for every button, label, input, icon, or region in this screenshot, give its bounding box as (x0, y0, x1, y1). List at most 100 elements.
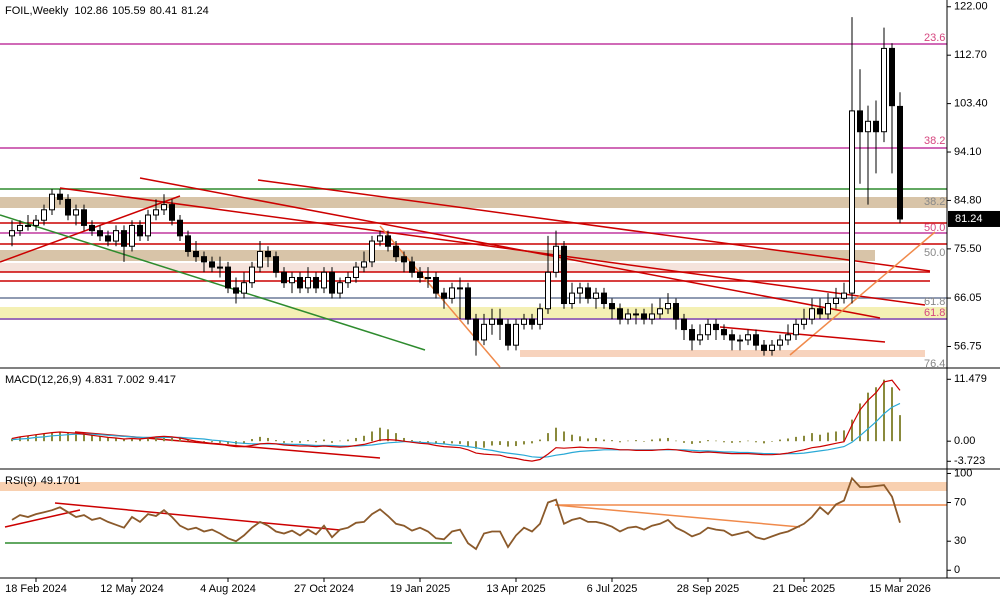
histogram-bar (275, 440, 277, 442)
histogram-bar (643, 441, 645, 442)
candle-body (481, 323, 487, 341)
candle-body (193, 250, 199, 258)
candle-body (713, 323, 719, 331)
candle-body (273, 256, 279, 273)
candle-body (129, 224, 135, 247)
y-tick-label: 84.80 (954, 194, 982, 206)
histogram-bar (619, 441, 621, 443)
candle-body (689, 329, 695, 341)
zone (0, 263, 875, 272)
candle-body (761, 344, 767, 351)
candle-body (897, 105, 903, 220)
histogram-bar (299, 441, 301, 443)
histogram-bar (67, 432, 69, 442)
candle-body (617, 308, 623, 320)
histogram-bar (827, 432, 829, 442)
indicator-title: RSI(9) (5, 475, 37, 487)
y-tick-label: -3.723 (954, 455, 985, 467)
candle-body (881, 47, 887, 133)
candle-body (185, 235, 191, 252)
candle-body (673, 303, 679, 320)
y-tick-label: 94.10 (954, 146, 982, 158)
indicator-line (11, 379, 901, 462)
y-tick-label: 75.50 (954, 243, 982, 255)
fib-labels: 23.6 38.2 38.2 50.0 50.0 61.8 61.8 76.4 (924, 32, 945, 370)
price-marker-label: 81.24 (955, 213, 983, 225)
candle-body (329, 271, 335, 294)
fib-label: 38.2 (924, 135, 945, 147)
candle-body (41, 209, 47, 221)
histogram-bar (811, 433, 813, 442)
candle-body (825, 303, 831, 315)
x-tick-label: 21 Dec 2025 (773, 583, 835, 595)
y-tick-label: 100 (954, 467, 972, 479)
candle-body (753, 334, 759, 346)
candle-body (97, 230, 103, 237)
candle-body (529, 318, 535, 325)
histogram-bar (587, 438, 589, 442)
candle-body (769, 344, 775, 351)
candle-body (577, 287, 583, 294)
candle-body (113, 230, 119, 242)
histogram-bar (131, 438, 133, 442)
histogram-bar (267, 437, 269, 442)
x-tick-label: 19 Jan 2025 (390, 583, 451, 595)
indicator-line (11, 476, 901, 551)
trend-line (54, 502, 341, 531)
histogram-bar (571, 434, 573, 442)
ohlc-open: 102.86 (74, 5, 108, 17)
candle-body (417, 271, 423, 278)
histogram-bar (387, 429, 389, 442)
histogram-bar (451, 441, 453, 444)
histogram-bar (851, 419, 853, 442)
histogram-bar (675, 440, 677, 442)
candle-body (801, 318, 807, 325)
histogram-bar (595, 437, 597, 442)
zone (0, 482, 947, 491)
candle-body (49, 193, 55, 211)
indicator-title: MACD(12,26,9) (5, 374, 81, 386)
candle-body (337, 282, 343, 294)
candle-body (553, 245, 559, 273)
candle-body (441, 292, 447, 299)
candle-body (321, 271, 327, 289)
histogram-bar (779, 439, 781, 442)
histogram-bar (891, 387, 893, 442)
histogram-bar (211, 441, 213, 443)
trend-line (379, 225, 501, 368)
indicator-line (11, 402, 901, 459)
histogram-bar (171, 436, 173, 442)
candle-body (641, 313, 647, 320)
histogram-bar (803, 435, 805, 442)
candle-body (649, 313, 655, 320)
candle-body (473, 318, 479, 341)
histogram-bar (395, 433, 397, 442)
y-tick-label: 0.00 (954, 435, 975, 447)
fib-label: 61.8 (924, 296, 945, 308)
candle-body (201, 256, 207, 263)
fib-label: 50.0 (924, 247, 945, 259)
histogram-bar (251, 439, 253, 442)
histogram-bar (699, 441, 701, 443)
histogram-bar (291, 441, 293, 443)
candle-body (585, 287, 591, 299)
candle-body (745, 334, 751, 341)
histogram-bar (475, 441, 477, 449)
candle-body (721, 329, 727, 336)
indicator-value: 7.002 (117, 374, 145, 386)
candle-body (121, 230, 127, 247)
histogram-bar (187, 439, 189, 442)
candle-body (361, 261, 367, 268)
histogram-bar (435, 441, 437, 444)
histogram-bar (107, 437, 109, 442)
histogram-bar (515, 441, 517, 447)
histogram-bar (339, 440, 341, 442)
indicator-value: 9.417 (148, 374, 176, 386)
x-tick-label: 12 May 2024 (100, 583, 164, 595)
histogram-bar (59, 432, 61, 442)
histogram-bar (155, 436, 157, 442)
candle-body (681, 318, 687, 331)
histogram-bar (627, 440, 629, 442)
candle-body (545, 271, 551, 310)
candle-body (833, 297, 839, 305)
